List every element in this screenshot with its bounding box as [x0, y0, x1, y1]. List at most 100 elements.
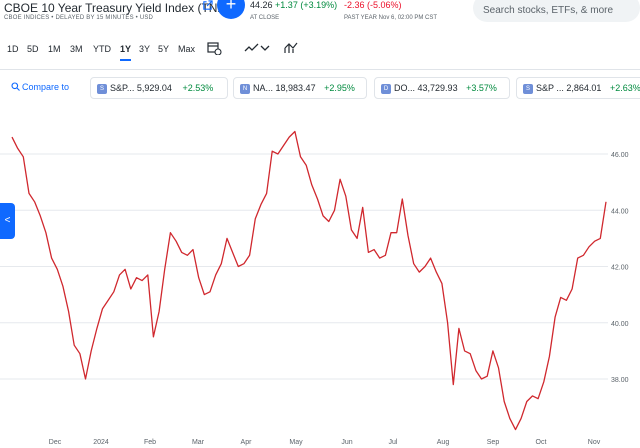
data-point	[237, 265, 239, 267]
data-point	[175, 240, 177, 242]
data-point	[390, 232, 392, 234]
data-point	[17, 147, 19, 149]
data-point	[503, 400, 505, 402]
data-point	[243, 263, 245, 265]
data-point	[56, 268, 58, 270]
data-point	[90, 350, 92, 352]
data-point	[124, 268, 126, 270]
period-label: PAST YEAR Nov 6, 02:00 PM CST	[344, 15, 438, 21]
data-point	[429, 257, 431, 259]
data-point	[345, 195, 347, 197]
data-point	[413, 263, 415, 265]
range-1m[interactable]: 1M	[48, 44, 61, 54]
quote-header: CBOE 10 Year Treasury Yield Index (TNX) …	[0, 0, 640, 34]
x-tick-label: May	[289, 439, 303, 446]
divider	[0, 69, 640, 70]
data-point	[203, 293, 205, 295]
data-point	[141, 279, 143, 281]
data-point	[475, 369, 477, 371]
data-point	[260, 203, 262, 205]
y-tick-label: 44.00	[611, 208, 629, 215]
data-point	[367, 251, 369, 253]
price-value: 44.26	[250, 0, 273, 10]
data-point	[571, 288, 573, 290]
data-point	[548, 355, 550, 357]
chip-value: 2,864.01	[566, 83, 602, 93]
data-point	[107, 299, 109, 301]
range-3m[interactable]: 3M	[70, 44, 83, 54]
data-point	[480, 378, 482, 380]
data-point	[45, 232, 47, 234]
data-point	[277, 153, 279, 155]
data-point	[492, 350, 494, 352]
x-tick-label: Mar	[192, 439, 205, 446]
chart-side-tab[interactable]: <	[0, 203, 15, 239]
data-point	[254, 218, 256, 220]
search-input[interactable]: Search stocks, ETFs, & more	[473, 0, 640, 22]
data-point	[582, 254, 584, 256]
data-point	[113, 291, 115, 293]
data-point	[605, 201, 607, 203]
data-point	[305, 164, 307, 166]
price-chart[interactable]: 46.00 44.00 42.00 40.00 38.00 Dec 2024 Feb Mar Ap…	[0, 100, 640, 448]
chip-name: S&P ...	[536, 83, 564, 93]
range-max[interactable]: Max	[178, 44, 196, 54]
data-point	[209, 291, 211, 293]
x-tick-label: Dec	[49, 439, 62, 446]
chip-name: S&P...	[110, 83, 135, 93]
price-change: +1.37 (+3.19%)	[275, 0, 338, 10]
compare-chip-dow[interactable]: D DO... 43,729.93 +3.57%	[374, 77, 510, 99]
compare-chip-sp500[interactable]: S S&P... 5,929.04 +2.53%	[90, 77, 228, 99]
line-chart-icon[interactable]	[244, 41, 260, 55]
chevron-down-icon[interactable]	[259, 41, 271, 55]
data-point	[22, 156, 24, 158]
range-5d[interactable]: 5D	[27, 44, 39, 54]
data-point	[50, 257, 52, 259]
data-point	[248, 254, 250, 256]
data-point	[152, 336, 154, 338]
indicators-icon[interactable]	[283, 41, 299, 55]
x-tick-label: Apr	[241, 439, 253, 446]
data-point	[67, 310, 69, 312]
range-5y[interactable]: 5Y	[158, 44, 170, 54]
range-1d[interactable]: 1D	[7, 44, 19, 54]
range-3y[interactable]: 3Y	[139, 44, 151, 54]
data-point	[198, 277, 200, 279]
period-change: -2.36 (-5.06%)	[344, 0, 402, 10]
compare-chip-sp-other[interactable]: S S&P ... 2,864.01 +2.63%	[516, 77, 640, 99]
data-point	[316, 198, 318, 200]
compare-to-button[interactable]: Compare to	[11, 82, 69, 92]
data-point	[458, 327, 460, 329]
price-readout: 44.26 +1.37 (+3.19%)	[250, 0, 337, 10]
data-point	[226, 237, 228, 239]
data-point	[373, 248, 375, 250]
external-link-icon[interactable]	[202, 0, 213, 11]
x-tick-label: Nov	[588, 439, 601, 446]
range-1y[interactable]: 1Y	[120, 44, 132, 54]
data-point	[33, 201, 35, 203]
chart-toolbar: 1D 5D 1M 3M YTD 1Y 3Y 5Y Max	[0, 38, 640, 62]
chip-name: DO...	[394, 83, 416, 93]
calendar-icon[interactable]	[206, 41, 222, 55]
chip-value: 5,929.04	[136, 83, 172, 93]
data-point	[469, 353, 471, 355]
x-tick-label: Aug	[437, 439, 450, 446]
data-point	[463, 350, 465, 352]
range-ytd[interactable]: YTD	[93, 44, 111, 54]
data-point	[486, 375, 488, 377]
chip-value: 18,983.47	[275, 83, 316, 93]
y-tick-label: 42.00	[611, 265, 629, 272]
compare-chip-nasdaq[interactable]: N NA... 18,983.47 +2.95%	[233, 77, 367, 99]
data-point	[220, 263, 222, 265]
data-point	[265, 192, 267, 194]
x-tick-label: Oct	[536, 439, 547, 446]
data-point	[599, 237, 601, 239]
data-point	[452, 383, 454, 385]
data-point	[537, 398, 539, 400]
add-to-watchlist-button[interactable]: +	[217, 0, 245, 19]
page-title: CBOE 10 Year Treasury Yield Index (TNX)	[4, 1, 230, 15]
data-point	[424, 265, 426, 267]
x-tick-label: Feb	[144, 439, 156, 446]
x-tick-label: Jun	[341, 439, 352, 446]
